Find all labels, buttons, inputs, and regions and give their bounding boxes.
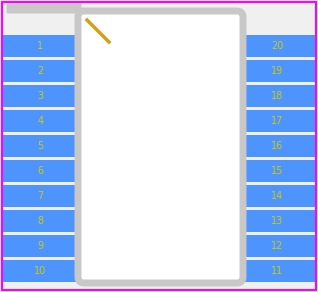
Text: 9: 9 (38, 241, 44, 251)
Text: 5: 5 (38, 141, 44, 151)
Text: 2: 2 (38, 66, 44, 76)
Bar (3, 35, 78, 57)
Bar (3, 60, 78, 82)
Bar (240, 160, 315, 182)
Text: 18: 18 (271, 91, 284, 101)
Text: 8: 8 (38, 216, 44, 226)
Text: 12: 12 (271, 241, 284, 251)
Text: 3: 3 (38, 91, 44, 101)
Text: 13: 13 (271, 216, 284, 226)
Bar (240, 210, 315, 232)
Text: 1: 1 (38, 41, 44, 51)
Bar (240, 85, 315, 107)
Text: 17: 17 (271, 116, 284, 126)
Text: 4: 4 (38, 116, 44, 126)
Bar (3, 210, 78, 232)
Text: 16: 16 (271, 141, 284, 151)
Text: 14: 14 (271, 191, 284, 201)
Text: 11: 11 (271, 266, 284, 276)
Bar (3, 185, 78, 207)
Bar (240, 135, 315, 157)
Bar (3, 260, 78, 282)
Bar (240, 110, 315, 132)
Bar (3, 110, 78, 132)
Text: 6: 6 (38, 166, 44, 176)
Bar (240, 60, 315, 82)
Text: 15: 15 (271, 166, 284, 176)
Bar (240, 35, 315, 57)
FancyBboxPatch shape (6, 1, 81, 13)
Bar (3, 235, 78, 257)
Text: 7: 7 (38, 191, 44, 201)
Bar (3, 135, 78, 157)
Bar (240, 185, 315, 207)
Text: 20: 20 (271, 41, 284, 51)
Text: 10: 10 (34, 266, 47, 276)
Bar (3, 85, 78, 107)
FancyBboxPatch shape (78, 11, 243, 283)
Bar (3, 160, 78, 182)
Bar (240, 260, 315, 282)
Text: 19: 19 (271, 66, 284, 76)
Bar (240, 235, 315, 257)
